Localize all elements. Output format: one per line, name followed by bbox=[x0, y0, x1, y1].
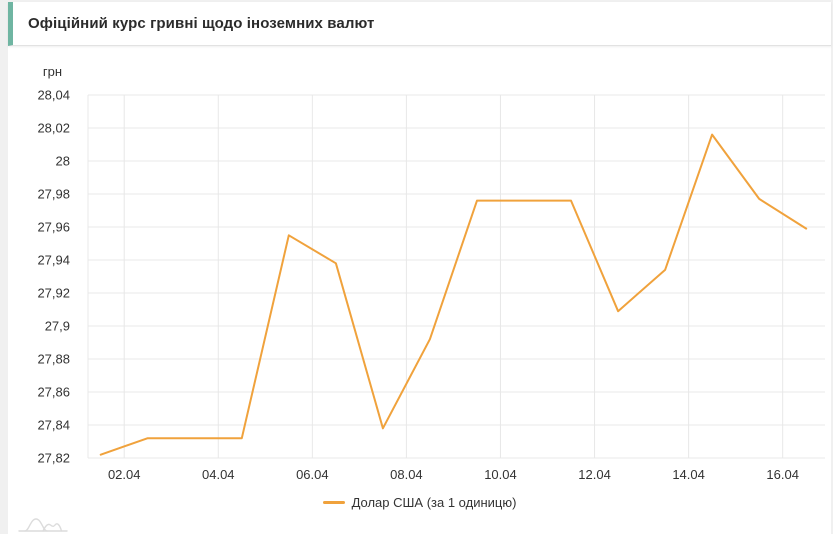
page-title: Офіційний курс гривні щодо іноземних вал… bbox=[28, 15, 375, 32]
y-tick-label: 28 bbox=[56, 154, 70, 169]
x-tick-label: 04.04 bbox=[202, 467, 235, 482]
legend-line-icon bbox=[322, 501, 345, 504]
y-tick-label: 27,94 bbox=[37, 253, 70, 268]
y-tick-label: 27,86 bbox=[37, 385, 70, 400]
x-tick-label: 10.04 bbox=[484, 467, 517, 482]
watermark-small-hills bbox=[42, 523, 63, 532]
x-tick-label: 12.04 bbox=[578, 467, 611, 482]
y-axis-unit-label: грн bbox=[42, 64, 62, 79]
x-tick-label: 02.04 bbox=[108, 467, 141, 482]
chart-card: Офіційний курс гривні щодо іноземних вал… bbox=[8, 2, 831, 534]
usd-rate-line[interactable] bbox=[99, 133, 808, 456]
y-tick-label: 27,92 bbox=[37, 286, 70, 301]
x-tick-label: 16.04 bbox=[766, 467, 799, 482]
title-bar: Офіційний курс гривні щодо іноземних вал… bbox=[8, 2, 831, 46]
chart-watermark-logo bbox=[18, 518, 68, 532]
y-tick-label: 28,04 bbox=[37, 88, 70, 103]
y-tick-label: 27,82 bbox=[37, 451, 70, 466]
y-tick-label: 27,9 bbox=[45, 319, 70, 334]
x-tick-label: 06.04 bbox=[296, 467, 329, 482]
x-tick-label: 14.04 bbox=[672, 467, 705, 482]
x-tick-label: 08.04 bbox=[390, 467, 423, 482]
legend-item-usd[interactable]: Долар США (за 1 одиницю) bbox=[8, 495, 831, 510]
legend-label: Долар США (за 1 одиницю) bbox=[351, 495, 517, 510]
y-tick-label: 28,02 bbox=[37, 121, 70, 136]
y-tick-label: 27,84 bbox=[37, 418, 70, 433]
y-tick-label: 27,98 bbox=[37, 187, 70, 202]
y-tick-label: 27,88 bbox=[37, 352, 70, 367]
y-tick-label: 27,96 bbox=[37, 220, 70, 235]
